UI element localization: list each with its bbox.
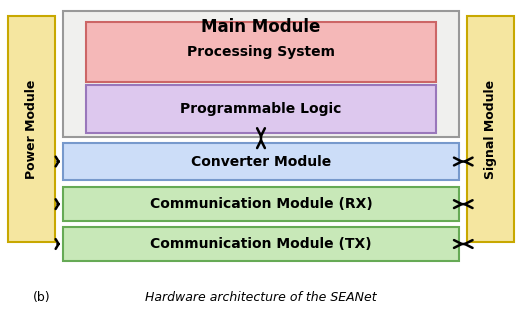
Text: Communication Module (TX): Communication Module (TX) (150, 237, 372, 251)
FancyBboxPatch shape (8, 16, 55, 242)
Text: Hardware architecture of the SEANet: Hardware architecture of the SEANet (145, 290, 377, 304)
Text: Converter Module: Converter Module (191, 155, 331, 168)
Text: Processing System: Processing System (187, 45, 335, 59)
FancyBboxPatch shape (63, 143, 459, 180)
Text: Programmable Logic: Programmable Logic (180, 102, 342, 116)
FancyBboxPatch shape (63, 11, 459, 137)
Text: Power Module: Power Module (25, 80, 38, 179)
FancyBboxPatch shape (86, 22, 436, 82)
FancyBboxPatch shape (63, 227, 459, 261)
Text: (b): (b) (33, 290, 51, 304)
FancyBboxPatch shape (467, 16, 514, 242)
Text: Main Module: Main Module (201, 18, 321, 36)
Text: Signal Module: Signal Module (484, 80, 497, 179)
FancyBboxPatch shape (63, 187, 459, 221)
FancyBboxPatch shape (86, 85, 436, 133)
Text: Communication Module (RX): Communication Module (RX) (150, 197, 372, 211)
